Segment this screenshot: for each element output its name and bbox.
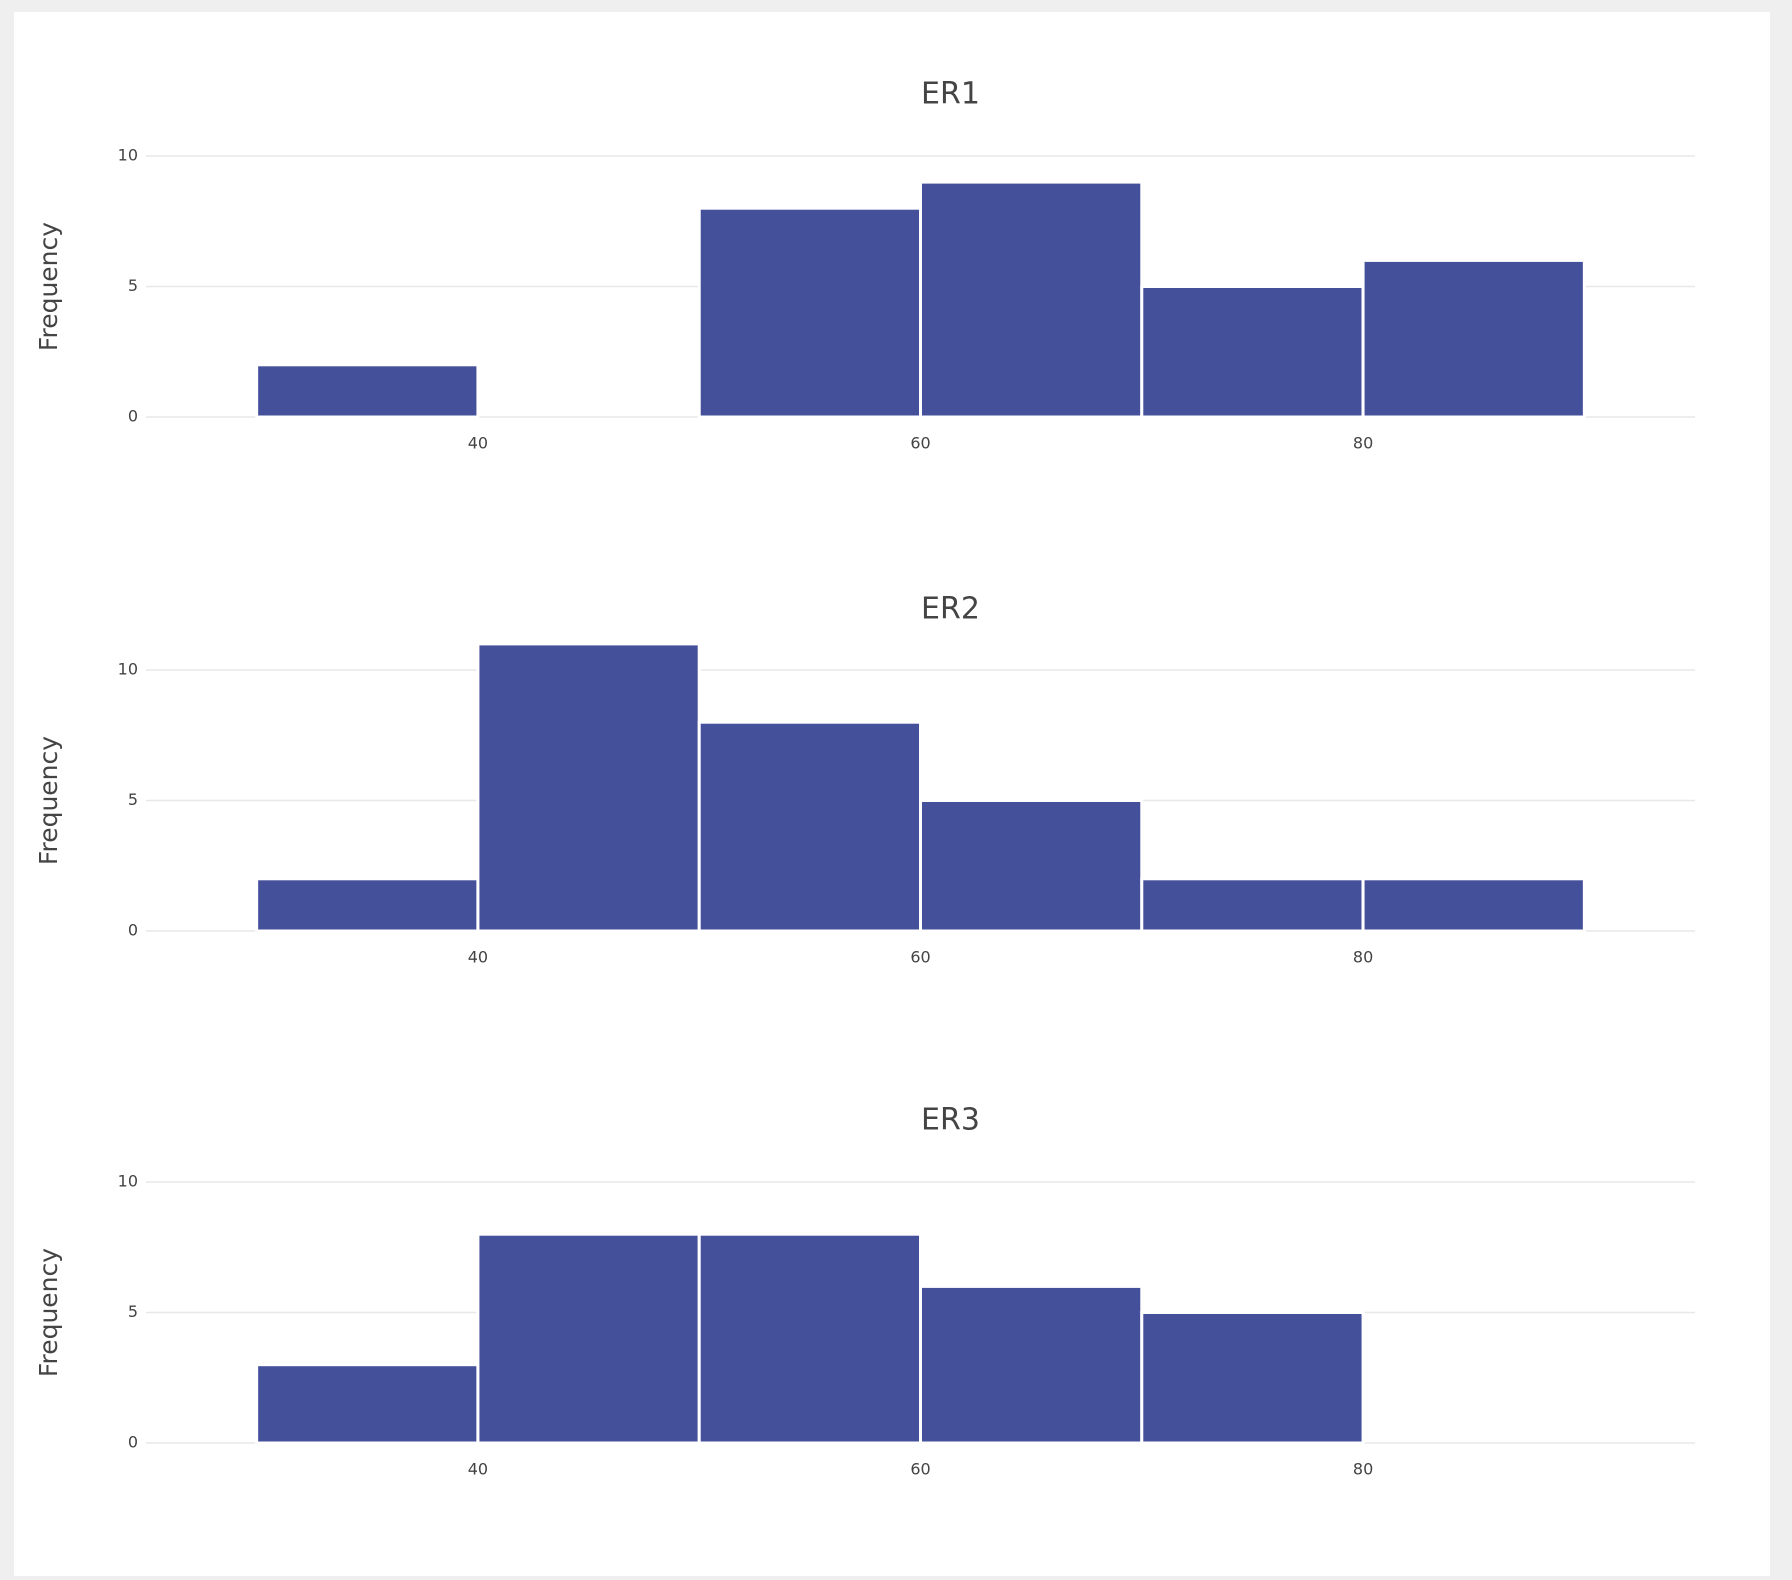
histogram-bar [1140,1311,1365,1445]
y-axis-label: Frequency [34,736,63,865]
histogram-bar [1361,258,1586,419]
x-tick-label: 60 [910,434,930,453]
y-tick-label: 10 [118,1172,138,1191]
histogram-bar [1361,877,1586,933]
y-tick-label: 0 [128,407,138,426]
x-tick-label: 60 [910,948,930,967]
histogram-bar [697,1232,923,1445]
x-tick-label: 40 [468,434,488,453]
y-tick-label: 0 [128,1433,138,1452]
y-axis-label: Frequency [34,222,63,351]
histogram-bar [919,180,1144,419]
x-tick-label: 40 [468,948,488,967]
histogram-bar [255,363,480,419]
histogram-bar [919,799,1144,933]
x-tick-label: 60 [910,1460,930,1479]
chart-title: ER3 [921,1103,980,1138]
y-axis-label: Frequency [34,1248,63,1377]
histogram-bar [476,1232,701,1445]
x-tick-label: 80 [1353,434,1373,453]
histogram-bar [919,1284,1144,1445]
y-tick-label: 5 [128,276,138,295]
y-tick-label: 5 [128,1302,138,1321]
chart-title: ER2 [921,592,980,627]
histogram-bar [697,720,923,933]
histogram-bar [1140,285,1365,419]
y-tick-label: 0 [128,921,138,940]
histogram-bar [255,1363,480,1445]
x-tick-label: 80 [1353,948,1373,967]
y-tick-label: 10 [118,660,138,679]
histogram-bar [255,877,480,933]
x-tick-label: 80 [1353,1460,1373,1479]
chart-title: ER1 [921,77,980,112]
y-tick-label: 5 [128,790,138,809]
histogram-bar [697,206,923,419]
y-tick-label: 10 [118,146,138,165]
histogram-bar [476,642,701,933]
histogram-bar [1140,877,1365,933]
x-tick-label: 40 [468,1460,488,1479]
